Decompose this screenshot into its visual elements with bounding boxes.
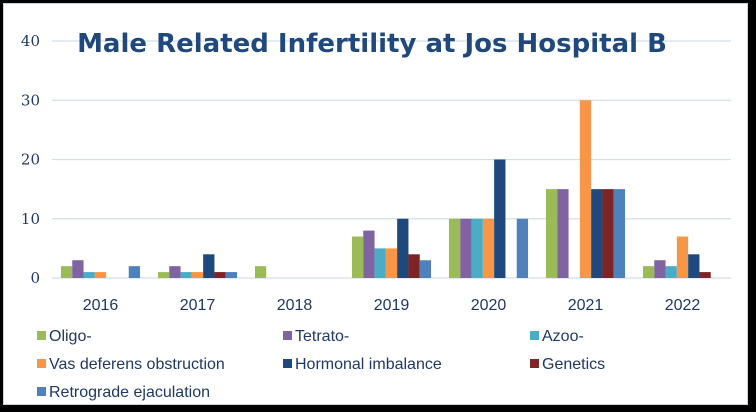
legend-swatch — [37, 387, 46, 396]
bar-retrograde-ejaculation-2017 — [225, 272, 238, 278]
legend-swatch — [37, 331, 46, 340]
bar-azoo-2022 — [665, 266, 677, 278]
bar-tetrato-2017 — [169, 266, 181, 278]
legend-swatch — [530, 359, 539, 368]
bar-retrograde-ejaculation-2016 — [128, 266, 141, 278]
bar-oligo-2019 — [351, 236, 364, 278]
x-tick-label: 2017 — [180, 297, 216, 314]
bar-tetrato-2021 — [557, 189, 569, 278]
bar-vas-deferens-obstruction-2020 — [482, 218, 495, 278]
bar-oligo-2022 — [642, 266, 655, 278]
bar-oligo-2016 — [60, 266, 73, 278]
y-axis-ticks: 0 10 20 30 40 — [21, 32, 40, 287]
bar-vas-deferens-obstruction-2022 — [676, 236, 689, 278]
bar-hormonal-imbalance-2020 — [494, 159, 506, 278]
bar-retrograde-ejaculation-2021 — [613, 189, 626, 278]
y-tick-label: 10 — [21, 210, 40, 228]
bars — [60, 100, 711, 278]
bar-hormonal-imbalance-2021 — [591, 189, 603, 278]
bar-vas-deferens-obstruction-2021 — [579, 100, 592, 278]
bar-tetrato-2022 — [654, 260, 666, 278]
legend-swatch — [283, 331, 292, 340]
legend-label: Tetrato- — [295, 328, 349, 345]
x-tick-label: 2019 — [374, 297, 410, 314]
bar-genetics-2022 — [699, 272, 711, 278]
bar-vas-deferens-obstruction-2017 — [191, 272, 204, 278]
legend-label: Oligo- — [49, 328, 92, 345]
legend-item: Retrograde ejaculation — [37, 384, 210, 401]
legend-label: Vas deferens obstruction — [49, 356, 225, 373]
x-tick-label: 2020 — [471, 297, 507, 314]
x-axis-ticks: 2016 2017 2018 2019 2020 2021 2022 — [83, 297, 701, 314]
bar-retrograde-ejaculation-2020 — [516, 218, 529, 278]
legend-item: Oligo- — [37, 328, 92, 345]
bar-oligo-2021 — [545, 189, 558, 278]
y-tick-label: 0 — [30, 269, 40, 287]
x-tick-label: 2022 — [665, 297, 701, 314]
legend: Oligo- Tetrato- Azoo- Vas deferens obstruct… — [37, 328, 605, 401]
bar-hormonal-imbalance-2017 — [203, 254, 215, 278]
bar-tetrato-2019 — [363, 230, 375, 278]
gridlines — [52, 40, 731, 279]
chart-title: Male Related Infertility at Jos Hospital… — [77, 29, 667, 59]
legend-item: Azoo- — [530, 328, 584, 345]
bar-retrograde-ejaculation-2019 — [419, 260, 432, 278]
bar-oligo-2018 — [254, 266, 267, 278]
legend-item: Vas deferens obstruction — [37, 356, 225, 373]
legend-label: Genetics — [542, 356, 605, 373]
x-tick-label: 2021 — [568, 297, 604, 314]
legend-swatch — [37, 359, 46, 368]
legend-item: Genetics — [530, 356, 605, 373]
bar-azoo-2016 — [83, 272, 95, 278]
bar-azoo-2020 — [471, 218, 483, 278]
legend-label: Azoo- — [542, 328, 584, 345]
legend-label: Retrograde ejaculation — [49, 384, 210, 401]
legend-swatch — [283, 359, 292, 368]
bar-genetics-2017 — [214, 272, 226, 278]
bar-azoo-2017 — [180, 272, 192, 278]
y-tick-label: 40 — [21, 32, 40, 50]
x-tick-label: 2016 — [83, 297, 119, 314]
legend-item: Hormonal imbalance — [283, 356, 442, 373]
bar-vas-deferens-obstruction-2016 — [94, 272, 107, 278]
x-tick-label: 2018 — [277, 297, 313, 314]
bar-oligo-2020 — [448, 218, 461, 278]
bar-azoo-2019 — [374, 248, 386, 278]
legend-swatch — [530, 331, 539, 340]
legend-label: Hormonal imbalance — [295, 356, 442, 373]
bar-hormonal-imbalance-2022 — [688, 254, 700, 278]
legend-item: Tetrato- — [283, 328, 349, 345]
bar-vas-deferens-obstruction-2019 — [385, 248, 398, 278]
y-tick-label: 30 — [21, 91, 40, 109]
bar-tetrato-2016 — [72, 260, 84, 278]
bar-tetrato-2020 — [460, 218, 472, 278]
y-tick-label: 20 — [21, 151, 40, 169]
bar-genetics-2021 — [602, 189, 614, 278]
bar-hormonal-imbalance-2019 — [397, 218, 409, 278]
bar-oligo-2017 — [157, 272, 170, 278]
bar-genetics-2019 — [408, 254, 420, 278]
